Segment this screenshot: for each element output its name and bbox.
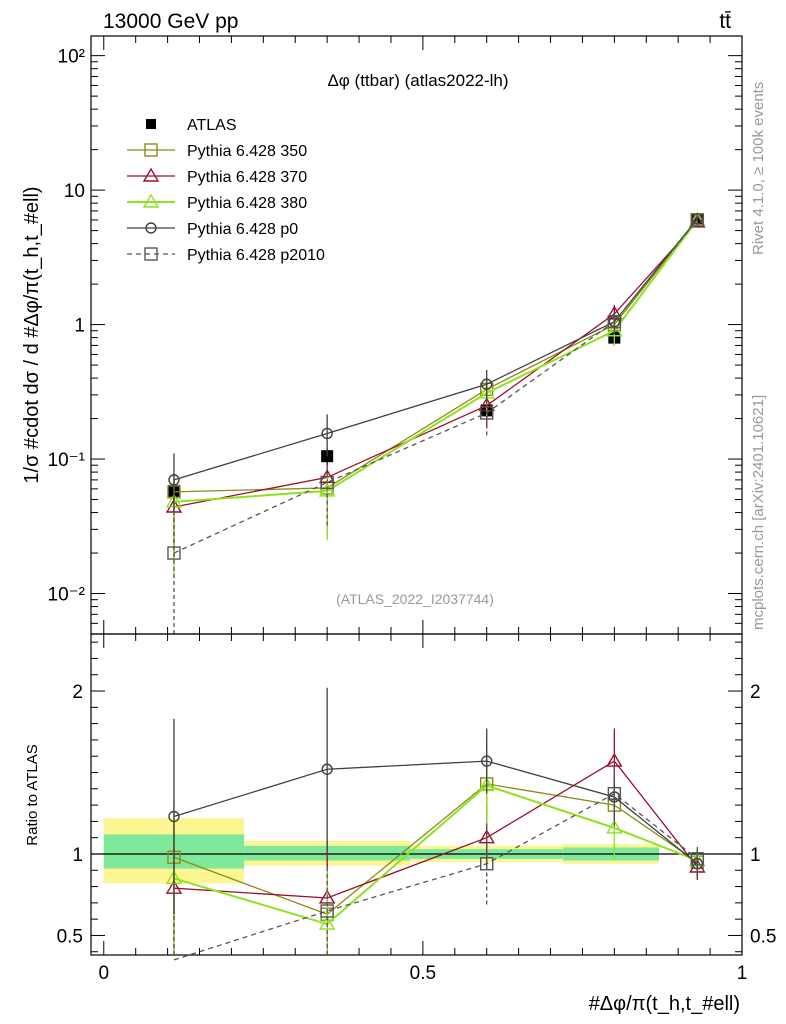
marker-square-open bbox=[690, 852, 705, 866]
marker-square-open bbox=[480, 857, 494, 871]
marker-square-filled bbox=[146, 119, 156, 129]
series-pythia-6-428-p2010 bbox=[173, 761, 705, 961]
ratio-ytick-label: 2 bbox=[72, 682, 83, 703]
marker-triangle-open bbox=[606, 819, 623, 834]
legend-label: Pythia 6.428 350 bbox=[187, 143, 307, 160]
x-axis-label: #Δφ/π(t_h,t_#ell) bbox=[589, 993, 740, 1015]
legend-entry: Pythia 6.428 380 bbox=[127, 193, 307, 212]
legend-label: ATLAS bbox=[187, 117, 237, 134]
ratio-xtick-label: 0 bbox=[98, 963, 109, 984]
ratio-frame bbox=[90, 633, 743, 956]
legend-label: Pythia 6.428 p2010 bbox=[187, 247, 325, 264]
main-ytick-label: 10⁻¹ bbox=[48, 450, 86, 471]
ratio-axis-ticks: 0.5 0.51 12 20 0.5 1 bbox=[57, 634, 776, 984]
ratio-panel: 0.5 0.51 12 20 0.5 1 Ratio to ATLAS #Δφ/π(t_h… bbox=[24, 633, 776, 1015]
marker-square-open bbox=[144, 143, 158, 157]
marker-triangle-open bbox=[606, 322, 623, 337]
ratio-ytick-label-right: 2 bbox=[750, 682, 761, 703]
main-series-layer bbox=[165, 211, 706, 634]
marker-triangle-open bbox=[142, 193, 160, 208]
marker-square-open bbox=[320, 475, 334, 490]
rivet-label: Rivet 4.1.0, ≥ 100k events bbox=[750, 82, 767, 255]
main-title: Δφ (ttbar) (atlas2022-lh) bbox=[327, 71, 508, 90]
legend-entry: Pythia 6.428 370 bbox=[127, 167, 307, 186]
ratio-series-layer bbox=[165, 687, 706, 961]
main-panel: Δφ (ttbar) (atlas2022-lh) (ATLAS_2022_I2… bbox=[21, 35, 743, 635]
marker-square-open bbox=[607, 786, 622, 801]
main-ytick-label: 1 bbox=[74, 316, 85, 337]
main-ylabel: 1/σ #cdot dσ / d #Δφ/π(t_h,t_#ell) bbox=[21, 186, 43, 483]
legend-label: Pythia 6.428 p0 bbox=[187, 221, 298, 238]
marker-circle-open bbox=[321, 763, 333, 775]
ratio-ytick-label: 0.5 bbox=[57, 926, 83, 947]
energy-label: 13000 GeV pp bbox=[103, 10, 238, 33]
series-pythia-6-428-p0 bbox=[168, 687, 704, 915]
ratio-xtick-label: 0.5 bbox=[410, 963, 436, 984]
marker-circle-open bbox=[145, 222, 157, 234]
marker-square-open bbox=[167, 546, 181, 560]
main-ytick-label: 10 bbox=[64, 181, 85, 202]
marker-triangle-open bbox=[689, 213, 706, 228]
marker-triangle-open bbox=[606, 752, 623, 767]
series-pythia-6-428-p2010 bbox=[167, 213, 705, 634]
legend-entry: Pythia 6.428 350 bbox=[127, 143, 307, 160]
marker-circle-open bbox=[168, 474, 180, 486]
marker-circle-open bbox=[168, 810, 180, 823]
marker-circle-open bbox=[481, 378, 493, 390]
main-axis-ticks: 10⁻² 10⁻¹ 1 10 10² bbox=[48, 36, 743, 635]
series-pythia-6-428-370 bbox=[165, 213, 706, 557]
ratio-ytick-label-right: 1 bbox=[750, 845, 761, 866]
legend-label: Pythia 6.428 380 bbox=[187, 195, 307, 212]
mcplots-label: mcplots.cern.ch [arXiv:2401.10621] bbox=[750, 395, 767, 630]
series-line bbox=[173, 219, 698, 554]
marker-square-open bbox=[690, 213, 705, 227]
legend-entry: Pythia 6.428 p2010 bbox=[127, 247, 325, 264]
main-watermark: (ATLAS_2022_I2037744) bbox=[336, 591, 494, 607]
legend: ATLAS Pythia 6.428 350 Pythia 6.428 370 Pyt… bbox=[127, 117, 325, 264]
series-line bbox=[173, 792, 698, 961]
ratio-ytick-label: 1 bbox=[72, 845, 83, 866]
legend-label: Pythia 6.428 370 bbox=[187, 169, 307, 186]
marker-square-open bbox=[607, 315, 622, 329]
main-ytick-label: 10² bbox=[58, 47, 85, 68]
marker-square-open bbox=[320, 904, 334, 918]
series-pythia-6-428-380 bbox=[165, 211, 706, 579]
ratio-bands bbox=[103, 818, 660, 884]
marker-circle-open bbox=[321, 427, 333, 440]
marker-triangle-open bbox=[142, 167, 160, 182]
marker-triangle-open bbox=[478, 829, 495, 844]
marker-circle-open bbox=[481, 755, 493, 767]
main-ytick-label: 10⁻² bbox=[48, 585, 86, 606]
series-line bbox=[173, 221, 698, 508]
marker-square-open bbox=[144, 247, 158, 261]
marker-square-open bbox=[480, 406, 494, 420]
marker-triangle-open bbox=[318, 915, 336, 930]
legend-entry: ATLAS bbox=[146, 117, 237, 134]
ratio-xtick-label: 1 bbox=[737, 963, 748, 984]
ratio-ylabel: Ratio to ATLAS bbox=[24, 744, 41, 845]
series-pythia-6-428-350 bbox=[167, 213, 705, 563]
legend-entry: Pythia 6.428 p0 bbox=[127, 221, 298, 238]
ratio-ytick-label-right: 0.5 bbox=[750, 926, 776, 947]
process-label: tt̄ bbox=[719, 10, 731, 33]
